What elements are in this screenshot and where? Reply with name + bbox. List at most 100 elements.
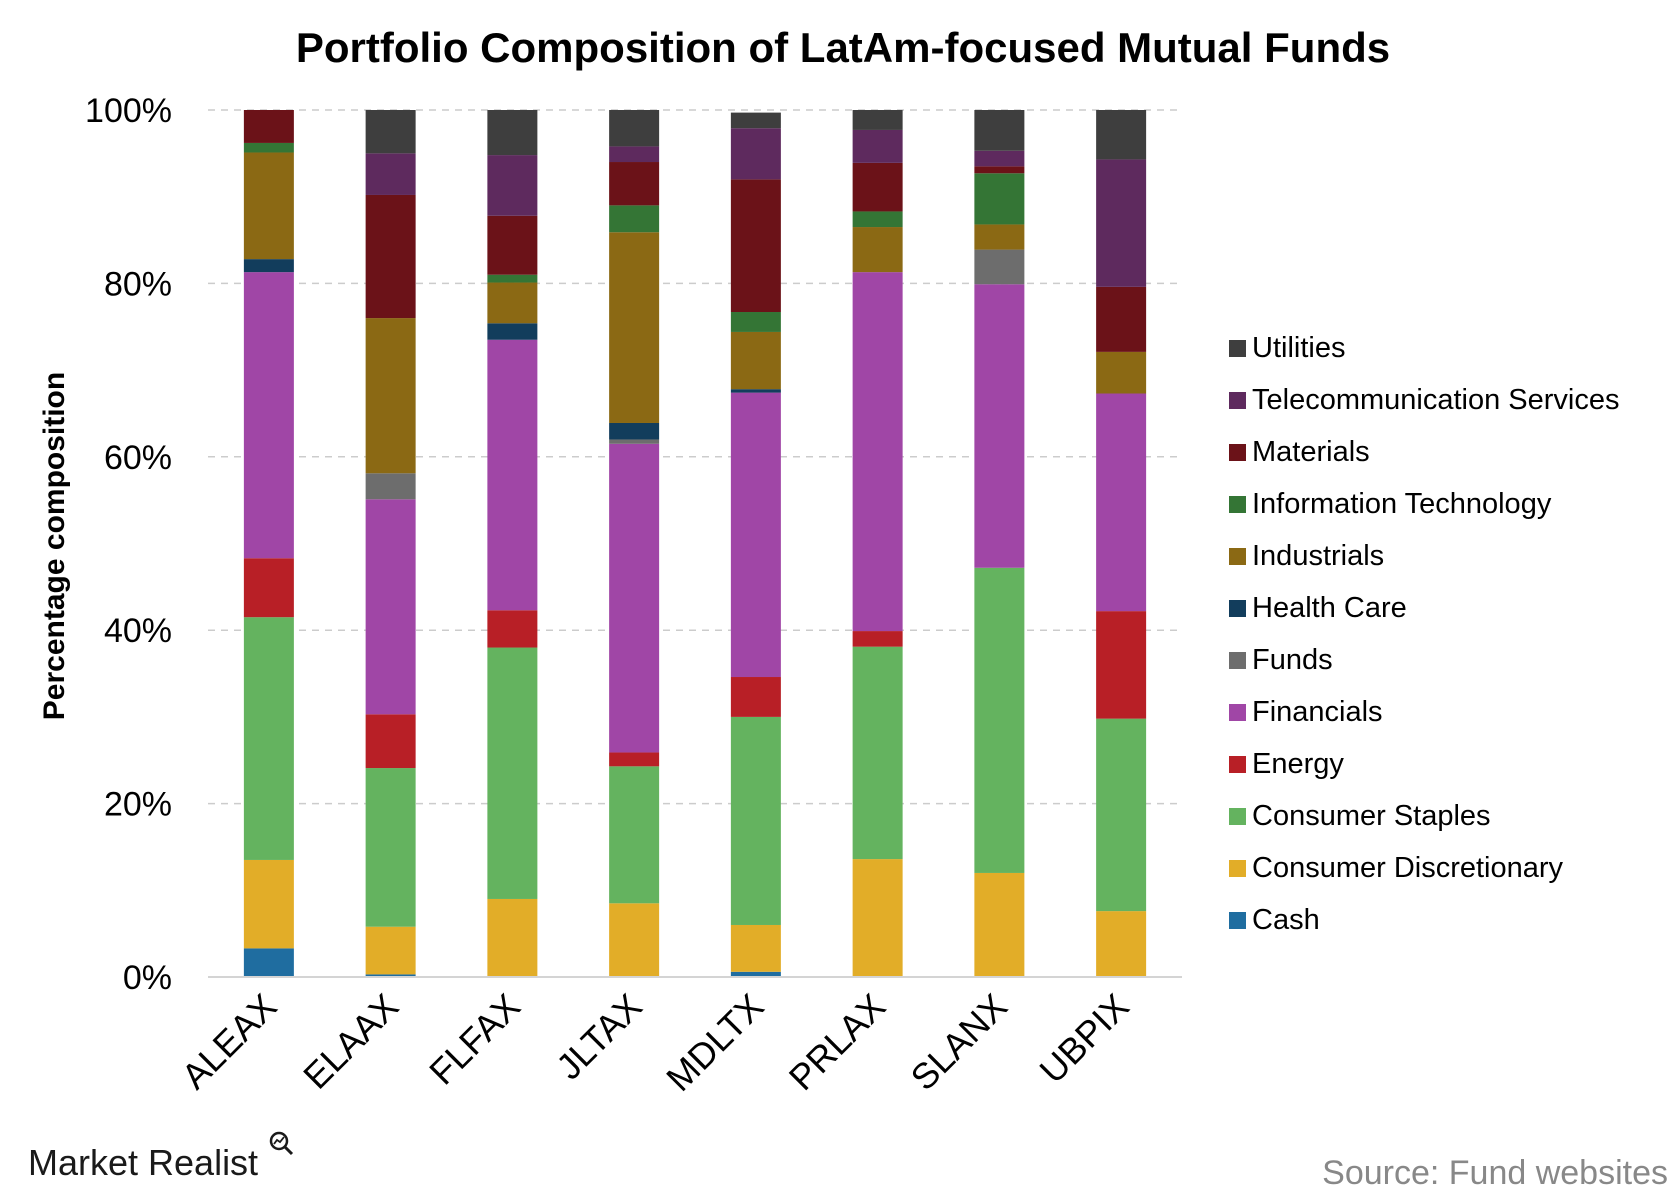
bar-segment — [487, 898, 538, 977]
bar-segment — [243, 558, 294, 618]
bar-segment — [487, 323, 538, 340]
bars — [243, 110, 1147, 977]
bar-segment — [365, 473, 416, 500]
bar-segment — [487, 647, 538, 899]
bar-segment — [730, 112, 781, 129]
x-category-label: JLTAX — [548, 986, 650, 1088]
bar-segment — [365, 926, 416, 975]
bar-segment — [365, 110, 416, 154]
legend-swatch — [1229, 912, 1246, 929]
y-axis-ticks: 0% 20% 40% 60% 80% 100% — [85, 92, 172, 997]
legend-swatch — [1229, 600, 1246, 617]
x-category-label: FLFAX — [421, 986, 528, 1093]
bar-segment — [974, 110, 1025, 151]
bar-segment — [609, 766, 660, 904]
bar-segment — [609, 903, 660, 977]
bar-segment — [730, 392, 781, 678]
bar-segment — [609, 162, 660, 206]
legend-swatch — [1229, 392, 1246, 409]
y-axis-label: Percentage composition — [38, 372, 71, 720]
legend-label: Industrials — [1252, 540, 1384, 572]
chart-title: Portfolio Composition of LatAm-focused M… — [296, 24, 1390, 71]
bar-segment — [609, 110, 660, 147]
bar-segment — [852, 272, 903, 632]
bar-segment — [974, 173, 1025, 225]
legend-swatch — [1229, 756, 1246, 773]
bar-segment — [852, 646, 903, 860]
bar-segment — [730, 389, 781, 393]
bar-segment — [609, 232, 660, 423]
bar-segment — [730, 331, 781, 390]
bar-segment — [487, 339, 538, 611]
bar-segment — [852, 162, 903, 212]
bar-segment — [974, 224, 1025, 250]
legend-swatch — [1229, 704, 1246, 721]
legend-swatch — [1229, 496, 1246, 513]
bar-segment — [1096, 393, 1147, 612]
bar-segment — [609, 752, 660, 767]
bar-segment — [243, 617, 294, 860]
legend-label: Utilities — [1252, 332, 1345, 364]
bar-segment — [365, 974, 416, 977]
legend-label: Health Care — [1252, 592, 1407, 624]
bar-segment — [1096, 351, 1147, 394]
brand-logo-text: Market Realist — [28, 1142, 259, 1183]
legend-label: Financials — [1252, 696, 1383, 728]
legend-swatch — [1229, 808, 1246, 825]
legend-label: Telecommunication Services — [1252, 384, 1619, 416]
bar-segment — [487, 215, 538, 275]
bar-segment — [365, 194, 416, 319]
bar-segment — [730, 677, 781, 717]
x-category-label: ELAAX — [295, 986, 406, 1097]
x-axis-categories: ALEAX ELAAX FLFAX JLTAX MDLTX PRLAX SLANX UBPIX — [173, 986, 1136, 1099]
y-tick-label: 40% — [104, 612, 172, 650]
y-tick-label: 0% — [123, 959, 172, 997]
bar-segment — [730, 312, 781, 332]
bar-segment — [974, 872, 1025, 977]
bar-segment — [243, 259, 294, 273]
bar-segment — [852, 211, 903, 228]
gridlines — [208, 109, 1182, 805]
bar-segment — [1096, 286, 1147, 352]
bar-segment — [730, 971, 781, 977]
bar-segment — [487, 274, 538, 283]
bar-segment — [609, 443, 660, 753]
bar-segment — [487, 155, 538, 216]
x-category-label: SLANX — [903, 986, 1015, 1098]
bar-segment — [243, 110, 294, 143]
bar-segment — [243, 948, 294, 977]
bar-segment — [243, 142, 294, 153]
legend-label: Information Technology — [1252, 488, 1552, 520]
bar-segment — [365, 499, 416, 715]
legend-swatch — [1229, 652, 1246, 669]
bar-segment — [365, 318, 416, 474]
legend-label: Consumer Discretionary — [1252, 852, 1564, 884]
bar-segment — [852, 227, 903, 273]
legend-swatch — [1229, 444, 1246, 461]
bar-segment — [365, 768, 416, 927]
y-tick-label: 80% — [104, 265, 172, 303]
x-category-label: PRLAX — [781, 986, 893, 1098]
bar-segment — [974, 567, 1025, 873]
bar-segment — [974, 284, 1025, 568]
bar-segment — [730, 716, 781, 925]
legend-swatch — [1229, 340, 1246, 357]
legend-swatch — [1229, 860, 1246, 877]
bar-segment — [243, 152, 294, 260]
bar-segment — [974, 249, 1025, 285]
source-note: Source: Fund websites — [1322, 1154, 1668, 1192]
bar-segment — [609, 205, 660, 233]
bar-segment — [852, 110, 903, 130]
legend-label: Consumer Staples — [1252, 800, 1491, 832]
y-tick-label: 60% — [104, 439, 172, 477]
bar-segment — [365, 153, 416, 195]
y-tick-label: 20% — [104, 786, 172, 824]
bar-segment — [1096, 110, 1147, 160]
bar-segment — [974, 166, 1025, 174]
x-category-label: ALEAX — [173, 986, 284, 1097]
bar-segment — [974, 150, 1025, 167]
bar-segment — [487, 610, 538, 648]
bar-segment — [852, 129, 903, 163]
magnifier-chart-icon — [269, 1131, 294, 1156]
